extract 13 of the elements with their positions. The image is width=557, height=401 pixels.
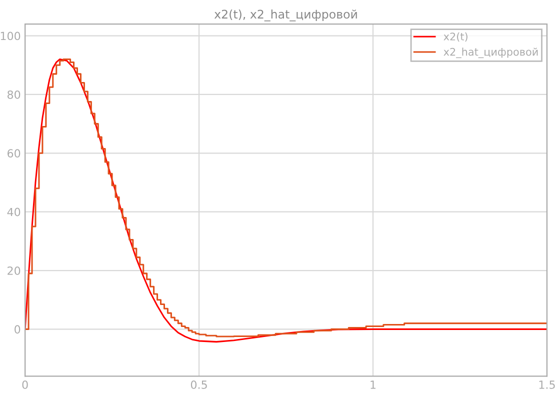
legend-label: x2_hat_цифровой — [444, 48, 538, 58]
y-tick-label: 40 — [7, 208, 20, 216]
y-tick-label: 80 — [8, 90, 20, 99]
y-tick-label: 0 — [14, 325, 20, 334]
y-tick-label: 20 — [8, 266, 20, 275]
chart-title: x2(t), x2_hat_цифровой — [214, 10, 357, 22]
x-tick-label: 0.5 — [190, 380, 207, 389]
y-tick-label: 60 — [8, 149, 20, 158]
x-tick-label: 0 — [22, 380, 28, 389]
x-tick-label: 1 — [370, 380, 376, 389]
y-tick-label: 100 — [0, 32, 20, 40]
x-tick-label: 1.5 — [539, 380, 555, 389]
legend-label: x2(t) — [444, 32, 468, 42]
